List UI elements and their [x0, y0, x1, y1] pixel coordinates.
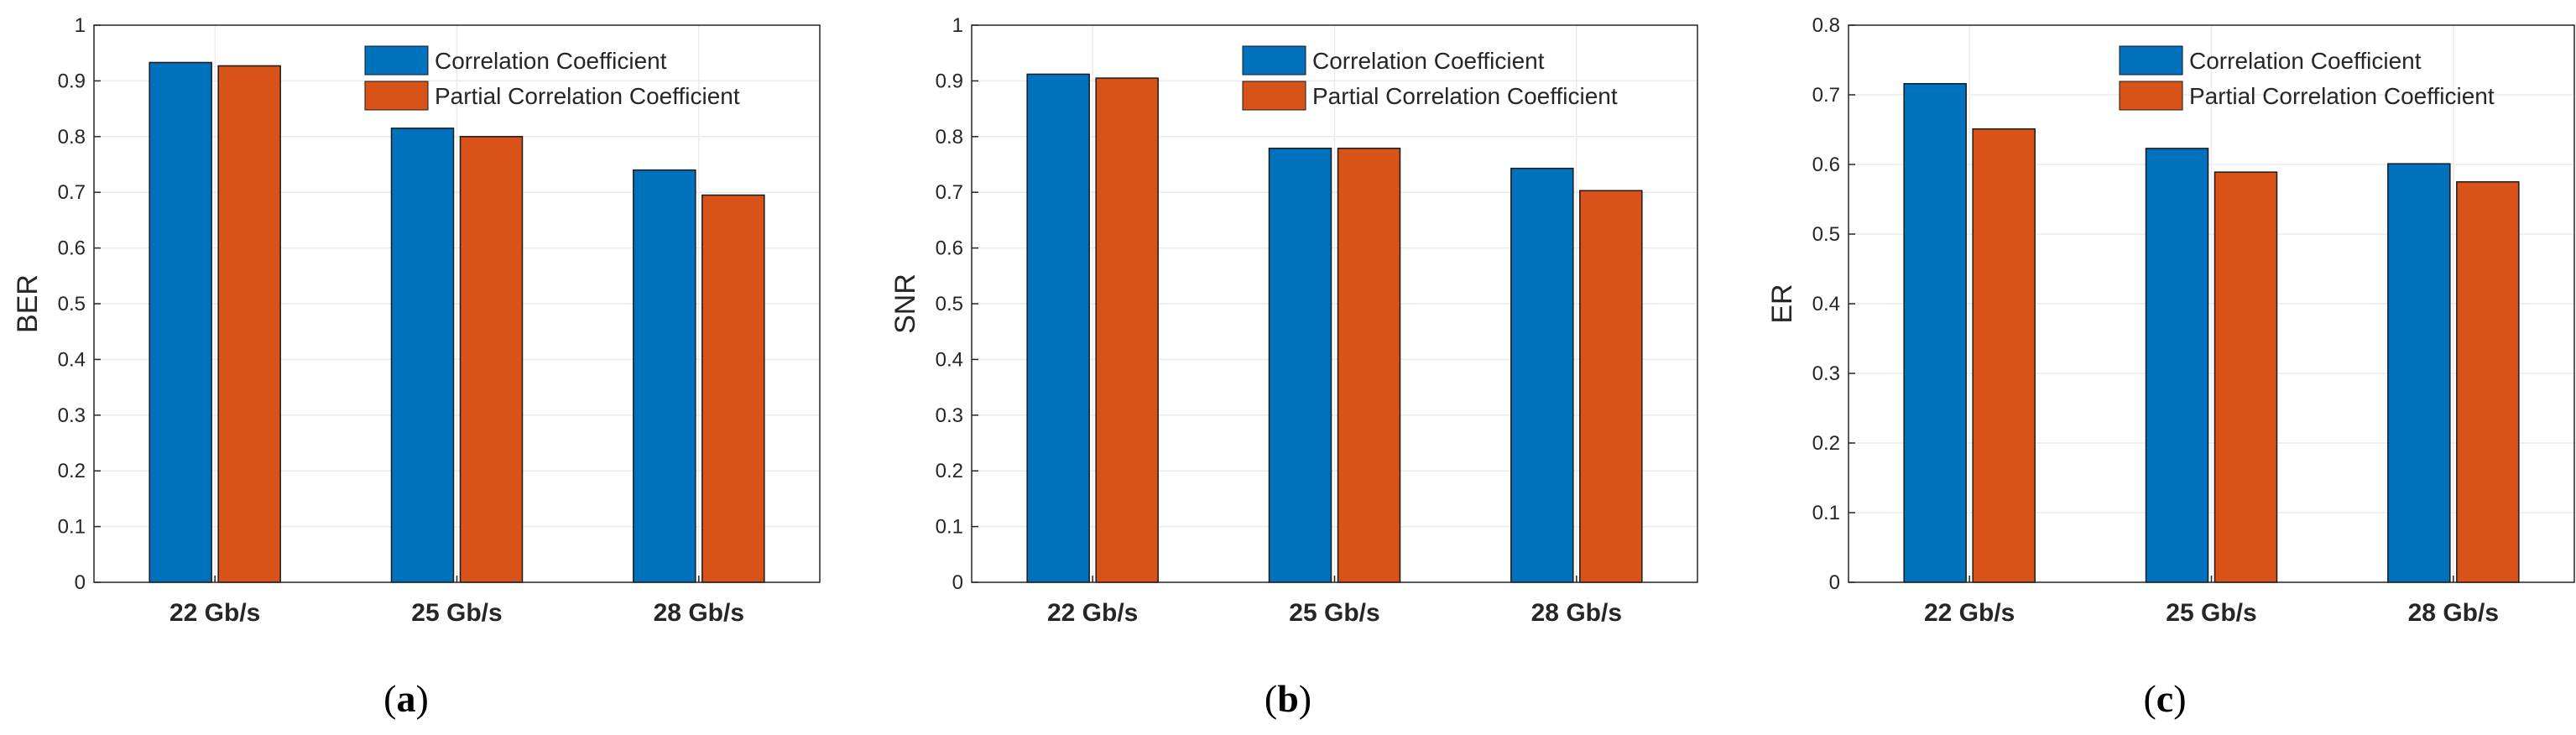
bar-partial-correlation-2: [2214, 171, 2278, 583]
chart-panel-a: 0 0.1 0.2 0.3 0.4 0.5 0.6 0.7 0.8 0.9 1 22 Gb/s 25 G…: [12, 14, 821, 627]
legend: Correlation Coefficient Partial Correlati…: [364, 45, 740, 111]
legend-swatch-1: [364, 45, 429, 76]
y-tick-label: 0.5: [936, 293, 963, 315]
y-tick-label: 0.7: [1812, 84, 1840, 107]
bar-partial-correlation-2: [459, 136, 524, 583]
y-tick-label: 0.6: [58, 237, 86, 260]
y-tick-label: 0.8: [1812, 14, 1840, 37]
y-tick-label: 0.5: [1812, 223, 1840, 246]
x-tick-label: 25 Gb/s: [2166, 599, 2256, 627]
y-tick-label: 0.3: [936, 404, 963, 427]
bar-partial-correlation-1: [1095, 77, 1159, 583]
panel-caption: (b): [1265, 677, 1311, 720]
panel-caption: (a): [383, 677, 429, 720]
x-tick-label: 28 Gb/s: [2408, 599, 2499, 627]
chart-panel-c: 0 0.1 0.2 0.3 0.4 0.5 0.6 0.7 0.8 22 Gb/s 25 Gb/s 2…: [1766, 14, 2575, 627]
y-axis-label: ER: [1766, 284, 1798, 323]
caption-open: (: [383, 677, 396, 720]
caption-close: ): [2173, 677, 2186, 720]
y-axis-label: BER: [12, 274, 44, 333]
y-axis-label: SNR: [889, 274, 921, 334]
bar-partial-correlation-1: [1972, 128, 2036, 583]
legend-swatch-2: [364, 81, 429, 111]
bar-correlation-1: [149, 61, 212, 583]
legend-entry-1: Correlation Coefficient: [435, 48, 667, 74]
caption-letter: b: [1277, 677, 1299, 720]
bar-correlation-3: [1510, 167, 1574, 583]
y-tick-label: 0.4: [936, 348, 963, 371]
caption-letter: c: [2156, 677, 2173, 720]
y-tick-label: 0.1: [1812, 502, 1840, 524]
y-tick-label: 0.7: [936, 181, 963, 204]
legend-entry-1: Correlation Coefficient: [1312, 48, 1545, 74]
bar-correlation-2: [2145, 148, 2209, 583]
y-tick-label: 0.3: [1812, 362, 1840, 385]
y-tick-label: 0.9: [58, 70, 86, 92]
x-tick-label: 22 Gb/s: [169, 599, 260, 627]
x-tick-label: 25 Gb/s: [1289, 599, 1379, 627]
x-tick-label: 22 Gb/s: [1047, 599, 1138, 627]
legend-swatch-1: [1242, 45, 1306, 76]
y-tick-label: 0: [952, 571, 963, 594]
x-tick-label: 28 Gb/s: [1531, 599, 1622, 627]
legend-swatch-2: [1242, 81, 1306, 111]
y-tick-label: 0.4: [1812, 293, 1840, 315]
y-tick-label: 0.6: [1812, 154, 1840, 176]
legend-entry-2: Partial Correlation Coefficient: [1312, 83, 1618, 109]
legend-swatch-1: [2119, 45, 2183, 76]
y-tick-label: 0.7: [58, 181, 86, 204]
y-tick-label: 0.5: [58, 293, 86, 315]
y-tick-label: 0.2: [936, 460, 963, 482]
y-tick-label: 0.8: [936, 126, 963, 149]
y-tick-label: 0.9: [936, 70, 963, 92]
y-tick-label: 1: [952, 14, 963, 37]
legend: Correlation Coefficient Partial Correlati…: [2119, 45, 2495, 111]
bar-correlation-2: [1268, 147, 1332, 583]
bar-correlation-3: [633, 169, 696, 583]
legend-swatch-2: [2119, 81, 2183, 111]
bar-partial-correlation-2: [1337, 147, 1401, 583]
caption-open: (: [1265, 677, 1277, 720]
bar-correlation-1: [1026, 73, 1090, 583]
legend-entry-2: Partial Correlation Coefficient: [435, 83, 740, 109]
caption-letter: a: [397, 677, 416, 720]
legend: Correlation Coefficient Partial Correlati…: [1242, 45, 1618, 111]
caption-close: ): [1299, 677, 1311, 720]
bar-partial-correlation-1: [217, 65, 281, 583]
x-tick-label: 22 Gb/s: [1924, 599, 2015, 627]
caption-close: ): [416, 677, 429, 720]
legend-entry-1: Correlation Coefficient: [2189, 48, 2422, 74]
bar-partial-correlation-3: [1579, 190, 1643, 583]
y-tick-label: 0.3: [58, 404, 86, 427]
bar-correlation-2: [390, 128, 455, 583]
y-tick-label: 0.6: [936, 237, 963, 260]
y-tick-label: 1: [75, 14, 86, 37]
caption-open: (: [2143, 677, 2156, 720]
y-tick-label: 0.1: [58, 516, 86, 539]
bar-partial-correlation-3: [701, 194, 765, 583]
legend-entry-2: Partial Correlation Coefficient: [2189, 83, 2495, 109]
panel-caption: (c): [2143, 677, 2186, 720]
bar-partial-correlation-3: [2456, 181, 2520, 583]
x-tick-label: 25 Gb/s: [411, 599, 502, 627]
y-tick-label: 0.2: [1812, 432, 1840, 455]
bar-correlation-3: [2387, 163, 2451, 583]
bar-correlation-1: [1903, 82, 1967, 583]
y-tick-label: 0.2: [58, 460, 86, 482]
y-tick-label: 0.4: [58, 348, 86, 371]
y-tick-label: 0.8: [58, 126, 86, 149]
y-tick-label: 0.1: [936, 516, 963, 539]
y-tick-label: 0: [75, 571, 86, 594]
y-tick-label: 0: [1829, 571, 1840, 594]
x-tick-label: 28 Gb/s: [654, 599, 744, 627]
chart-panel-b: 0 0.1 0.2 0.3 0.4 0.5 0.6 0.7 0.8 0.9 1 22 Gb/s 25 G…: [889, 14, 1698, 627]
